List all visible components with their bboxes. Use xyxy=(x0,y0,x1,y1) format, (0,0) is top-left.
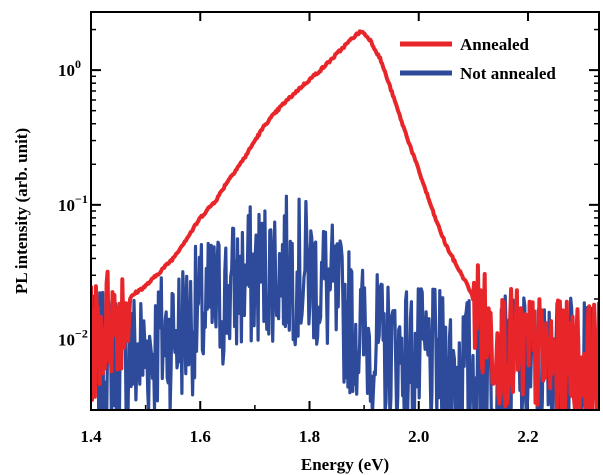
x-tick-label: 2.0 xyxy=(408,427,429,446)
legend-label-annealed: Annealed xyxy=(460,35,530,54)
y-tick-label: 100 xyxy=(58,57,81,80)
plot-area xyxy=(91,29,599,410)
y-tick-label: 10−2 xyxy=(58,327,88,350)
legend-label-not-annealed: Not annealed xyxy=(460,64,556,83)
x-tick-label: 1.8 xyxy=(299,427,320,446)
y-tick-label: 10−1 xyxy=(58,192,88,215)
x-axis-title: Energy (eV) xyxy=(301,455,389,474)
series-line-annealed xyxy=(91,29,599,410)
x-tick-label: 2.2 xyxy=(517,427,538,446)
series-layer xyxy=(91,29,599,410)
x-tick-label: 1.6 xyxy=(190,427,211,446)
legend: Annealed Not annealed xyxy=(400,35,556,83)
plot-frame xyxy=(90,11,600,411)
x-tick-label: 1.4 xyxy=(80,427,102,446)
y-axis-title: PL intensity (arb. unit) xyxy=(12,128,31,294)
